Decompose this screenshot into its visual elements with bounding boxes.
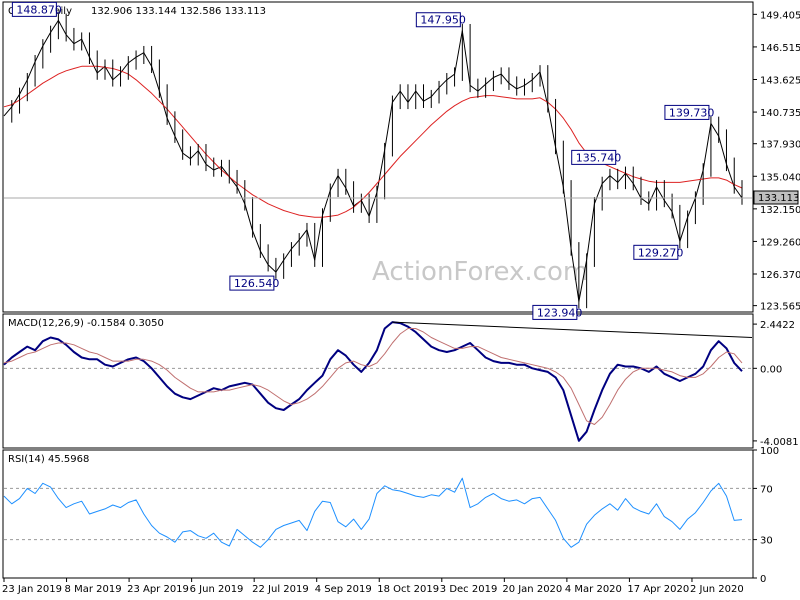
y-tick-label: 135.040 xyxy=(760,172,800,183)
current-price-label: 133.113 xyxy=(758,193,799,204)
y-tick-label: 0 xyxy=(760,574,766,585)
watermark: ActionForex.com xyxy=(372,257,588,287)
annotation-label: 135.740 xyxy=(576,151,622,164)
annotation-box xyxy=(664,104,710,120)
annotation-box xyxy=(633,244,679,260)
macd-header: MACD(12,26,9) -0.1584 0.3050 xyxy=(8,318,164,329)
x-tick-label: 23 Jan 2019 xyxy=(2,584,62,595)
rsi-panel xyxy=(2,449,754,579)
macd-panel xyxy=(2,313,754,449)
y-tick-label: 126.370 xyxy=(760,270,800,281)
y-tick-label: 30 xyxy=(760,536,773,547)
y-tick-label: 140.735 xyxy=(760,108,800,119)
current-price-tag xyxy=(753,190,799,205)
rsi-header: RSI(14) 45.5968 xyxy=(8,454,89,465)
x-tick-label: 3 Dec 2019 xyxy=(440,584,498,595)
y-tick-label: 146.515 xyxy=(760,43,800,54)
price-ohlc: 132.906 133.144 132.586 133.113 xyxy=(91,6,266,17)
macd-trendline xyxy=(392,321,753,339)
annotation-label: 148.870 xyxy=(16,3,62,16)
annotation-box xyxy=(532,304,578,320)
y-tick-label: 149.405 xyxy=(760,10,800,21)
annotation-label: 126.540 xyxy=(234,277,279,290)
x-tick-label: 4 Sep 2019 xyxy=(315,584,372,595)
x-tick-label: 6 Jun 2019 xyxy=(190,584,244,595)
y-tick-label: 137.930 xyxy=(760,140,800,151)
y-tick-label: -4.0081 xyxy=(760,437,799,448)
annotation-box xyxy=(229,275,275,291)
series-line-0 xyxy=(3,19,743,302)
y-tick-label: 129.260 xyxy=(760,237,800,248)
annotation-box xyxy=(571,149,617,165)
x-tick-label: 20 Jan 2020 xyxy=(502,584,562,595)
x-tick-label: 4 Mar 2020 xyxy=(565,584,622,595)
series-line-0 xyxy=(3,321,743,442)
x-tick-label: 23 Apr 2019 xyxy=(127,584,189,595)
annotation-box xyxy=(11,1,57,17)
y-tick-label: 0.00 xyxy=(760,364,782,375)
y-tick-label: 132.150 xyxy=(760,205,800,216)
series-line-0 xyxy=(3,477,743,548)
y-tick-label: 100 xyxy=(760,446,779,457)
annotation-label: 123.940 xyxy=(537,306,583,319)
y-tick-label: 2.4422 xyxy=(760,320,795,331)
annotation-label: 139.730 xyxy=(669,106,715,119)
x-tick-label: 17 Apr 2020 xyxy=(627,584,689,595)
y-tick-label: 123.565 xyxy=(760,302,800,313)
x-tick-label: 8 Mar 2019 xyxy=(65,584,122,595)
series-line-1 xyxy=(3,328,743,425)
series-line-1 xyxy=(3,65,743,218)
y-tick-label: 70 xyxy=(760,484,773,495)
annotation-label: 129.270 xyxy=(638,246,684,259)
price-panel xyxy=(2,1,754,313)
annotation-box xyxy=(415,12,461,28)
x-tick-label: 2 Jun 2020 xyxy=(690,584,744,595)
x-tick-label: 18 Oct 2019 xyxy=(377,584,439,595)
x-tick-label: 22 Jul 2019 xyxy=(252,584,309,595)
annotation-label: 147.950 xyxy=(420,14,466,27)
y-tick-label: 143.625 xyxy=(760,76,800,87)
